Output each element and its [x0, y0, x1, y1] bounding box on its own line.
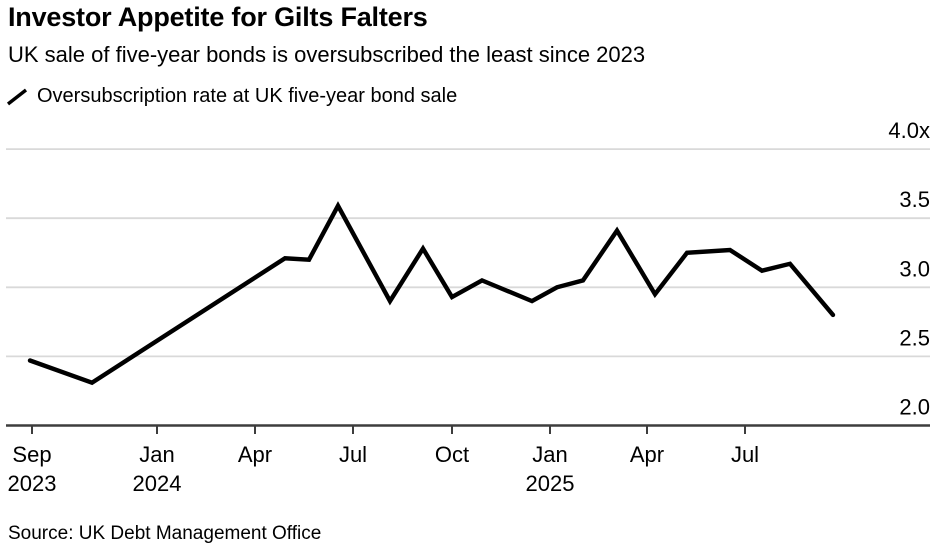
x-axis-label: Oct [435, 442, 469, 467]
y-axis-label: 3.0 [899, 256, 930, 281]
line-series-marker-icon [6, 88, 28, 105]
x-axis-label: Jan [532, 442, 567, 467]
x-axis-year-label: 2024 [133, 471, 182, 496]
y-axis-label: 3.5 [899, 187, 930, 212]
y-axis-label: 4.0x [888, 118, 930, 143]
x-axis-year-label: 2025 [526, 471, 575, 496]
x-axis-label: Apr [630, 442, 664, 467]
x-axis-label: Jul [339, 442, 367, 467]
x-axis-year-label: 2023 [8, 471, 57, 496]
x-axis-label: Sep [12, 442, 51, 467]
page-title: Investor Appetite for Gilts Falters [8, 2, 428, 32]
x-axis-label: Jul [731, 442, 759, 467]
x-axis-label: Jan [139, 442, 174, 467]
data-line-oversubscription-rate [27, 201, 836, 386]
chart-subtitle: UK sale of five-year bonds is oversubscr… [8, 42, 646, 67]
y-axis-label: 2.5 [899, 325, 930, 350]
chart-legend: Oversubscription rate at UK five-year bo… [6, 85, 457, 108]
y-axis-label: 2.0 [899, 395, 930, 420]
x-axis-label: Apr [238, 442, 272, 467]
legend-label: Oversubscription rate at UK five-year bo… [37, 85, 458, 107]
source-note: Source: UK Debt Management Office [8, 523, 322, 544]
